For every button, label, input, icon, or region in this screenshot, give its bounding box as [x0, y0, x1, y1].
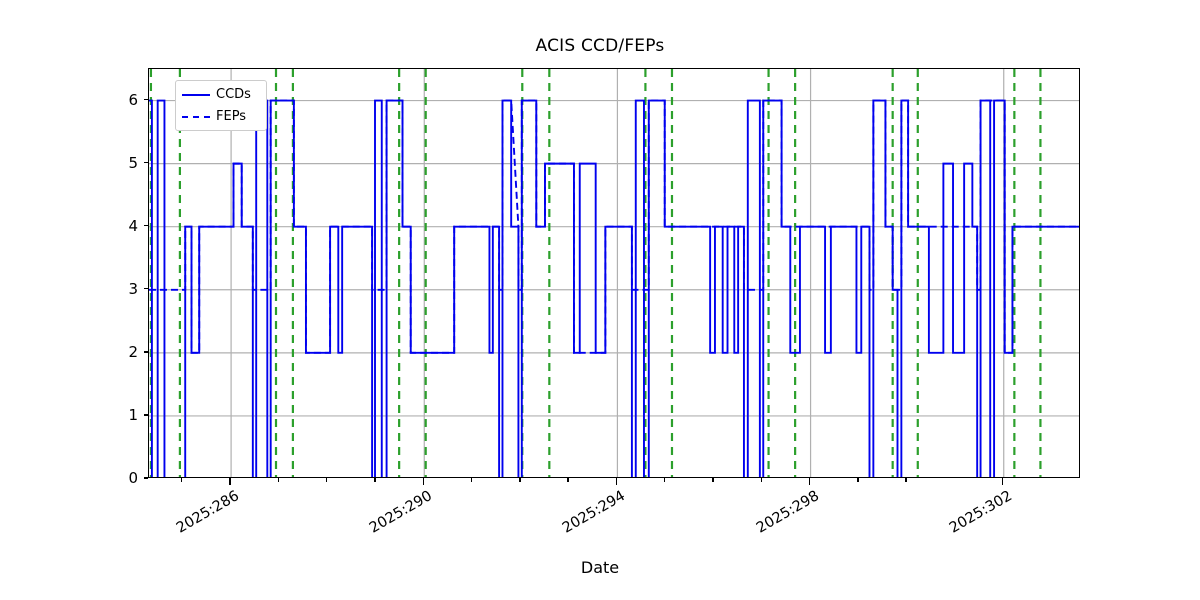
- x-tick-mark-major: [1002, 478, 1004, 485]
- y-tick-label: 4: [128, 216, 138, 235]
- x-tick-mark-minor: [519, 478, 521, 482]
- chart-legend[interactable]: CCDs FEPs: [175, 80, 267, 131]
- y-tick-mark: [144, 477, 148, 479]
- y-tick-label: 6: [128, 90, 138, 109]
- x-tick-label: 2025:302: [946, 488, 1015, 537]
- x-tick-mark-major: [229, 478, 231, 485]
- y-tick-label: 3: [128, 279, 138, 298]
- gridlines: [149, 69, 1079, 477]
- x-tick-mark-minor: [760, 478, 762, 482]
- y-tick-label: 0: [128, 469, 138, 487]
- x-tick-label: 2025:286: [173, 488, 243, 537]
- legend-item-ccds[interactable]: CCDs: [176, 84, 268, 106]
- x-tick-mark-major: [615, 478, 618, 485]
- x-tick-mark-minor: [567, 478, 569, 482]
- y-tick-mark: [144, 288, 148, 290]
- event-marker-lines: [149, 69, 1042, 477]
- y-tick-mark: [144, 224, 148, 227]
- y-tick-mark: [144, 98, 148, 101]
- chart-canvas: [149, 69, 1079, 477]
- legend-label-ccds: CCDs: [216, 87, 251, 102]
- plot-area: [148, 68, 1080, 478]
- data-series: [149, 99, 1079, 477]
- legend-label-feps: FEPs: [216, 109, 247, 124]
- y-tick-mark: [144, 161, 148, 164]
- x-tick-mark-minor: [905, 478, 907, 482]
- x-tick-mark-minor: [470, 478, 473, 482]
- y-tick-label: 1: [128, 405, 138, 424]
- x-tick-label: 2025:290: [367, 488, 436, 537]
- y-tick-mark: [144, 351, 148, 353]
- y-tick-mark: [144, 414, 148, 416]
- legend-swatch-ccds: [182, 94, 210, 96]
- y-tick-label: 2: [128, 342, 138, 361]
- x-tick-mark-minor: [712, 478, 714, 482]
- x-tick-mark-minor: [664, 478, 666, 482]
- legend-item-feps[interactable]: FEPs: [176, 106, 268, 128]
- x-tick-mark-minor: [857, 478, 859, 482]
- chart-title: ACIS CCD/FEPs: [535, 36, 665, 56]
- series-line-feps: [149, 99, 1079, 354]
- x-tick-mark-minor: [181, 478, 183, 482]
- x-tick-mark-minor: [374, 478, 376, 482]
- x-axis-label: Date: [580, 558, 620, 577]
- x-tick-mark-minor: [325, 478, 328, 482]
- legend-swatch-feps: [182, 116, 210, 118]
- x-tick-mark-major: [422, 478, 424, 485]
- x-tick-mark-minor: [277, 478, 280, 482]
- y-tick-label: 5: [128, 153, 138, 172]
- x-tick-label: 2025:298: [753, 488, 822, 537]
- x-tick-mark-major: [808, 478, 811, 485]
- x-tick-label: 2025:294: [560, 488, 629, 537]
